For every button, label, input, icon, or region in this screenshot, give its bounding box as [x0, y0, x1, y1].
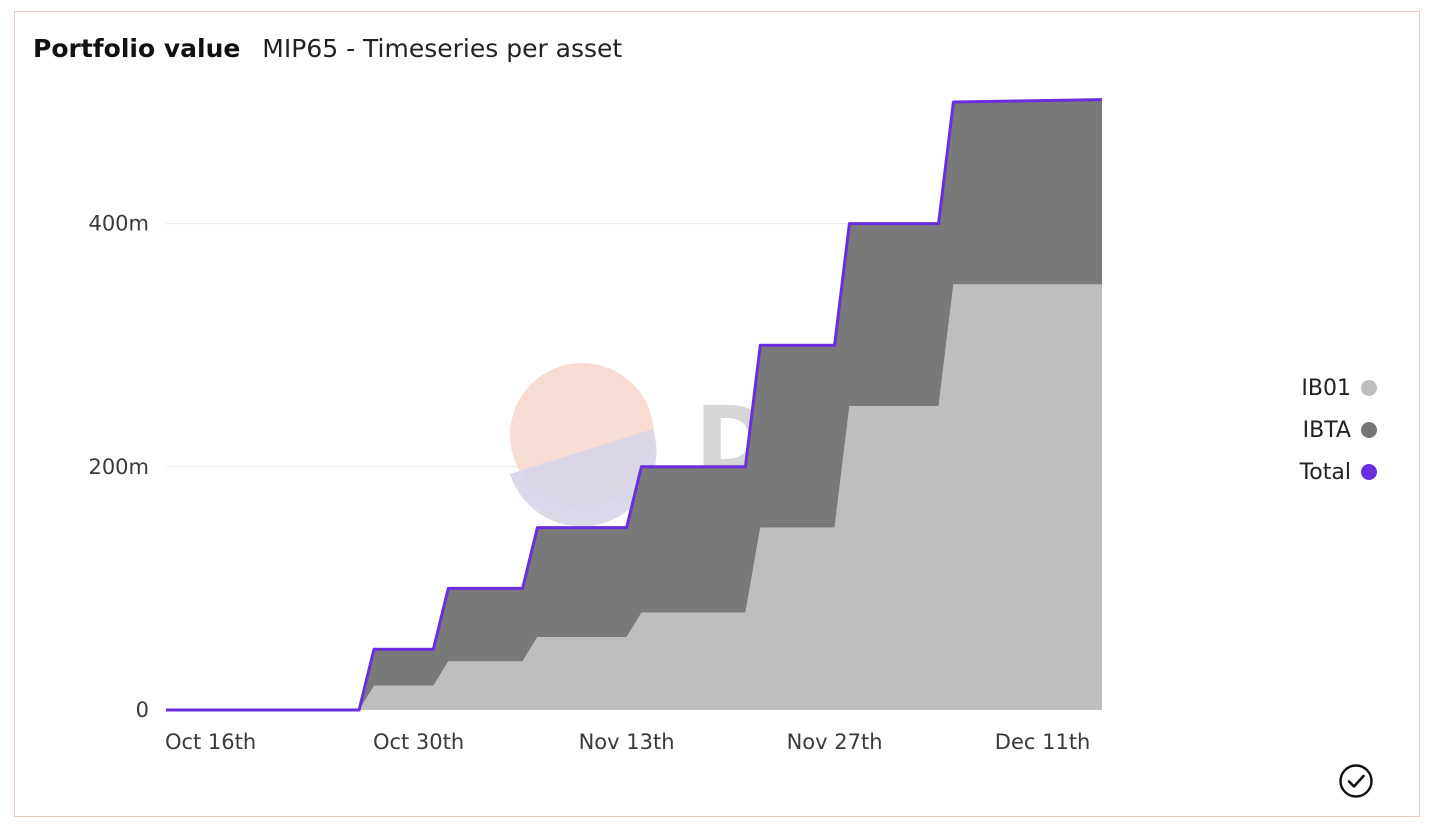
- y-tick-label: 400m: [88, 212, 149, 236]
- y-tick-label: 200m: [88, 455, 149, 479]
- chart-title: Portfolio value: [33, 34, 241, 63]
- chart-card: Portfolio value MIP65 - Timeseries per a…: [14, 11, 1420, 817]
- legend-label-total: Total: [1299, 459, 1351, 485]
- chart-subtitle: MIP65 - Timeseries per asset: [262, 34, 623, 63]
- series-area-ib01: [166, 284, 1102, 710]
- legend-item-ibta[interactable]: IBTA: [1300, 409, 1377, 451]
- x-tick-label: Oct 16th: [165, 730, 256, 754]
- legend-label-ib01: IB01: [1301, 375, 1351, 401]
- check-circle-icon[interactable]: [1338, 763, 1374, 799]
- chart-header: Portfolio value MIP65 - Timeseries per a…: [33, 34, 622, 63]
- legend-item-total[interactable]: Total: [1300, 451, 1377, 493]
- x-tick-label: Nov 27th: [787, 730, 883, 754]
- watermark-logo-bottom: [510, 429, 657, 527]
- legend-dot-total: [1361, 464, 1377, 480]
- series-line-total: [166, 98, 1103, 712]
- x-tick-label: Oct 30th: [373, 730, 464, 754]
- legend-label-ibta: IBTA: [1302, 417, 1351, 443]
- legend-dot-ib01: [1361, 380, 1377, 396]
- legend: IB01 IBTA Total: [1300, 367, 1377, 493]
- x-tick-label: Dec 11th: [995, 730, 1091, 754]
- legend-item-ib01[interactable]: IB01: [1300, 367, 1377, 409]
- series-area-ibta: [166, 99, 1102, 711]
- y-tick-label: 0: [136, 698, 149, 722]
- legend-dot-ibta: [1361, 422, 1377, 438]
- x-tick-label: Nov 13th: [579, 730, 675, 754]
